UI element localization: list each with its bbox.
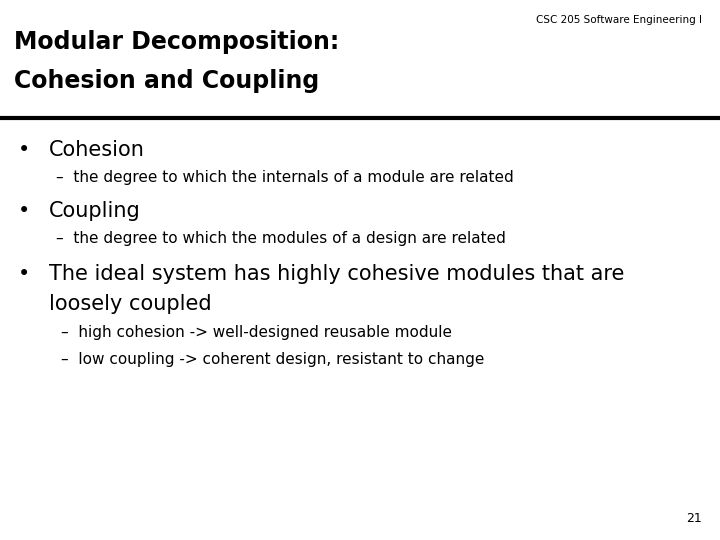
Text: Modular Decomposition:: Modular Decomposition: — [14, 30, 340, 54]
Text: Cohesion: Cohesion — [49, 140, 145, 160]
Text: –  the degree to which the modules of a design are related: – the degree to which the modules of a d… — [56, 231, 506, 246]
Text: •: • — [18, 201, 30, 221]
Text: loosely coupled: loosely coupled — [49, 294, 212, 314]
Text: •: • — [18, 264, 30, 284]
Text: –  low coupling -> coherent design, resistant to change: – low coupling -> coherent design, resis… — [61, 352, 485, 367]
Text: •: • — [18, 140, 30, 160]
Text: The ideal system has highly cohesive modules that are: The ideal system has highly cohesive mod… — [49, 264, 624, 284]
Text: CSC 205 Software Engineering I: CSC 205 Software Engineering I — [536, 15, 702, 25]
Text: –  the degree to which the internals of a module are related: – the degree to which the internals of a… — [56, 170, 514, 185]
Text: Coupling: Coupling — [49, 201, 140, 221]
Text: –  high cohesion -> well-designed reusable module: – high cohesion -> well-designed reusabl… — [61, 325, 452, 340]
Text: 21: 21 — [686, 512, 702, 525]
Text: Cohesion and Coupling: Cohesion and Coupling — [14, 69, 320, 93]
